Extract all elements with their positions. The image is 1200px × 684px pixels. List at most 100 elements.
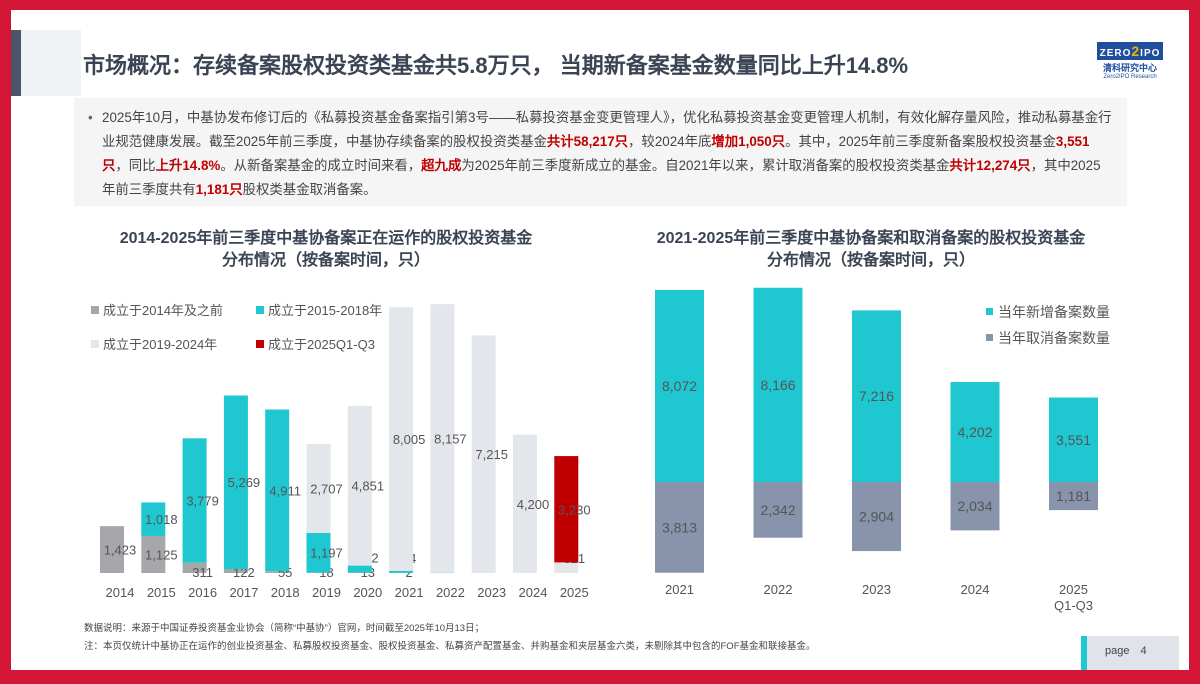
data-label: 8,157	[434, 431, 467, 446]
bar-segment	[389, 307, 414, 571]
title-bar: 市场概况：存续备案股权投资类基金共5.8万只， 当期新备案基金数量同比上升14.…	[11, 30, 1189, 96]
bar-segment	[306, 572, 331, 573]
data-label: 2,034	[957, 498, 992, 514]
page-number: 4	[1140, 645, 1147, 657]
legend-label: 当年新增备案数量	[998, 304, 1110, 320]
notes: 数据说明：来源于中国证券投资基金业协会（简称“中基协”）官网，时间截至2025年…	[84, 620, 816, 656]
bar-segment	[100, 526, 124, 573]
data-label: 1,125	[145, 547, 178, 562]
highlight-text: 超九成	[421, 158, 462, 173]
data-label: 4,200	[517, 497, 550, 512]
bar-cancelled-filings	[852, 482, 901, 552]
bar-segment	[265, 571, 290, 573]
highlight-text: 上升14.8%	[155, 158, 221, 173]
x-tick-label: 2025	[560, 585, 589, 600]
x-tick-label: 2023	[477, 585, 506, 600]
bar-segment	[554, 562, 579, 573]
bar-cancelled-filings	[950, 482, 1000, 531]
zero2ipo-logo: ZERO2IPO 清科研究中心 Zero2IPO Research	[1089, 42, 1171, 80]
data-label: 8,072	[662, 378, 697, 394]
data-label: 7,216	[859, 388, 894, 404]
data-source-note: 数据说明：来源于中国证券投资基金业协会（简称“中基协”）官网，时间截至2025年…	[84, 623, 485, 634]
x-tick-label: 2024	[961, 582, 990, 597]
legend-swatch	[986, 334, 993, 341]
highlight-text: 1,181只	[195, 182, 243, 197]
bar-cancelled-filings	[655, 482, 704, 573]
data-label: 3,551	[1056, 432, 1091, 448]
data-label: 311	[192, 565, 213, 580]
title-accent	[11, 30, 21, 96]
summary-text: 2025年10月，中基协发布修订后的《私募投资基金备案指引第3号——私募投资基金…	[102, 110, 1112, 197]
bar-segment	[306, 532, 331, 573]
bar-new-filings	[1049, 397, 1098, 482]
bar-segment	[223, 568, 248, 573]
data-label: 3,813	[662, 519, 697, 535]
page-label: page	[1105, 645, 1130, 657]
bar-segment	[513, 434, 537, 573]
x-tick-label: Q1-Q3	[1054, 598, 1093, 613]
right-chart-title-line1: 2021-2025年前三季度中基协备案和取消备案的股权投资基金	[656, 230, 1086, 247]
x-tick-label: 2015	[147, 585, 176, 600]
x-tick-label: 2021	[395, 585, 424, 600]
highlight-text: 增加1,050只	[711, 134, 786, 149]
slide: 市场概况：存续备案股权投资类基金共5.8万只， 当期新备案基金数量同比上升14.…	[11, 10, 1189, 670]
x-tick-label: 2020	[353, 585, 382, 600]
bar-cancelled-filings	[1049, 482, 1098, 511]
bar-segment	[430, 304, 455, 573]
data-label: 8,005	[393, 432, 426, 447]
highlight-text: 共计58,217只	[546, 134, 629, 149]
bar-segment	[347, 405, 372, 566]
bar-segment	[389, 570, 414, 573]
bar-segment	[554, 456, 579, 563]
highlight-text: 3,551只	[102, 134, 1090, 173]
left-chart-title: 2014-2025年前三季度中基协备案正在运作的股权投资基金 分布情况（按备案时…	[66, 228, 586, 272]
bar-new-filings	[950, 382, 1000, 482]
summary-segment: 股权类基金取消备案。	[242, 182, 377, 197]
data-label: 1,423	[104, 543, 137, 558]
x-tick-label: 2017	[229, 585, 258, 600]
highlight-text: 共计12,274只	[949, 158, 1031, 173]
left-chart-title-line1: 2014-2025年前三季度中基协备案正在运作的股权投资基金	[119, 230, 533, 247]
bar-new-filings	[655, 290, 704, 482]
summary-segment: 。其中，2025年前三季度新备案股权投资基金	[785, 134, 1056, 149]
x-tick-label: 2023	[862, 582, 891, 597]
data-label: 8,166	[760, 377, 795, 393]
summary-segment: 2025年10月，中基协发布修订后的《私募投资基金备案指引第3号——私募投资基金…	[102, 110, 1112, 149]
footnote: 注：本页仅统计中基协正在运作的创业投资基金、私募股权投资基金、股权投资基金、私募…	[84, 641, 816, 652]
legend-label: 当年取消备案数量	[998, 330, 1110, 346]
x-tick-label: 2024	[519, 585, 548, 600]
data-label: 2,707	[310, 481, 343, 496]
bar-segment	[471, 335, 496, 573]
bar-segment	[265, 409, 290, 572]
left-chart-title-line2: 分布情况（按备案时间，只）	[221, 252, 430, 269]
data-label: 3,779	[186, 494, 219, 509]
summary-box: • 2025年10月，中基协发布修订后的《私募投资基金备案指引第3号——私募投资…	[74, 98, 1127, 206]
page-title: 市场概况：存续备案股权投资类基金共5.8万只， 当期新备案基金数量同比上升14.…	[83, 53, 909, 78]
title-accent-light	[21, 30, 81, 96]
bar-segment	[306, 443, 331, 533]
legend-label: 成立于2014年及之前	[103, 303, 223, 318]
summary-segment: ，同比	[115, 158, 156, 173]
data-label: 4,202	[957, 424, 992, 440]
summary-segment: ，其中2025年前三季度共有	[102, 158, 1101, 197]
bullet: •	[88, 110, 93, 125]
data-label: 1,181	[1056, 488, 1091, 504]
data-label: 4,851	[352, 479, 385, 494]
x-tick-label: 2022	[764, 582, 793, 597]
right-chart-title: 2021-2025年前三季度中基协备案和取消备案的股权投资基金 分布情况（按备案…	[611, 228, 1131, 272]
x-tick-label: 2021	[665, 582, 694, 597]
summary-segment: 为2025年前三季度新成立的基金。自2021年以来，累计取消备案的股权投资类基金	[461, 158, 950, 173]
legend-label: 成立于2025Q1-Q3	[268, 337, 375, 352]
x-tick-label: 2025	[1059, 582, 1088, 597]
right-chart-title-line2: 分布情况（按备案时间，只）	[766, 252, 975, 269]
legend-label: 成立于2019-2024年	[103, 337, 217, 352]
bar-segment	[141, 502, 166, 536]
data-label: 2,904	[859, 509, 894, 525]
x-tick-label: 2016	[188, 585, 217, 600]
data-label: 1,197	[310, 546, 343, 561]
page-indicator: page 4	[1081, 636, 1179, 670]
x-tick-label: 2014	[106, 585, 135, 600]
legend-swatch	[256, 306, 264, 314]
bar-segment	[223, 395, 248, 569]
